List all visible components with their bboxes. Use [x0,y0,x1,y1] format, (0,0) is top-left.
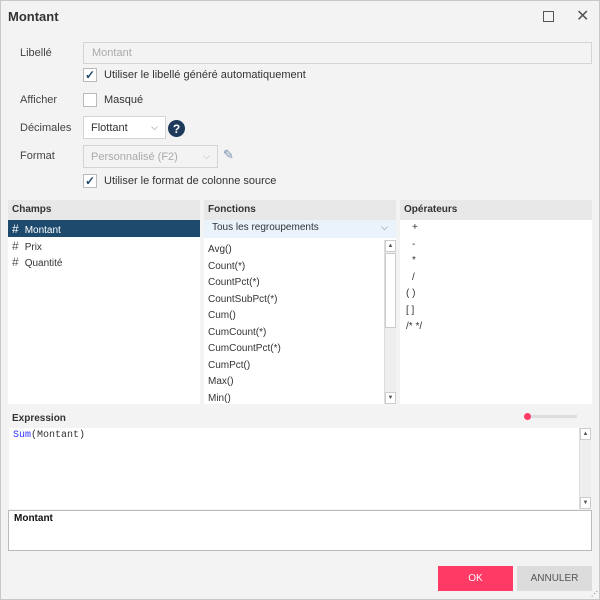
scroll-down-icon[interactable]: ▼ [385,392,396,404]
operators-header: Opérateurs [400,200,592,220]
decimals-select[interactable]: Flottant ⌵ [83,116,166,139]
format-value: Personnalisé (F2) [91,150,178,163]
chevron-down-icon: ⌵ [151,122,158,132]
operator-item[interactable]: /* */ [406,321,423,332]
field-label: Prix [24,241,42,253]
number-icon: # [12,255,19,269]
field-item[interactable]: # Montant [8,220,200,237]
hidden-text: Masqué [104,94,144,106]
zoom-slider[interactable] [528,415,577,418]
function-item[interactable]: CountSubPct(*) [208,293,278,305]
ok-button[interactable]: OK [438,566,513,591]
operator-item[interactable]: [ ] [406,304,415,316]
field-item[interactable]: # Prix [8,237,200,254]
fields-header: Champs [8,200,200,220]
function-item[interactable]: Max() [208,376,234,387]
resize-grip-icon[interactable]: ⋰ [591,591,598,598]
scroll-thumb[interactable] [385,253,396,328]
preview-box: Montant [8,510,592,551]
functions-filter-select[interactable]: Tous les regroupements ⌵ [204,220,396,238]
dialog-title: Montant [8,9,59,24]
decimals-label: Décimales [20,122,72,134]
function-item[interactable]: Count(*) [208,260,246,272]
operator-item[interactable]: + [412,222,418,233]
auto-label-checkbox[interactable]: ✓ [83,68,97,82]
function-item[interactable]: CumCountPct(*) [208,343,281,354]
expression-label: Expression [12,413,66,424]
operator-item[interactable]: * [412,255,416,266]
expression-function: Sum [13,430,32,441]
operator-item[interactable]: - [412,238,416,250]
operator-item[interactable]: / [412,271,415,283]
field-label: Quantité [24,258,63,269]
scroll-up-icon[interactable]: ▲ [580,428,591,440]
auto-label-text: Utiliser le libellé généré automatiqueme… [104,69,306,81]
function-item[interactable]: CumCount(*) [208,326,267,338]
fields-panel: Champs # Montant # Prix # Quantité [8,200,200,404]
hidden-checkbox[interactable] [83,93,97,107]
field-item[interactable]: # Quantité [8,253,200,270]
close-icon[interactable]: ✕ [576,8,590,25]
expression-args: (Montant) [31,430,86,441]
function-item[interactable]: Avg() [208,244,232,255]
functions-header: Fonctions [204,200,396,220]
decimals-value: Flottant [91,121,128,134]
number-icon: # [12,222,19,236]
cancel-button[interactable]: ANNULER [517,566,592,591]
check-icon: ✓ [84,68,96,82]
operators-list: + - * / ( ) [ ] /* */ [400,220,592,336]
number-icon: # [12,238,19,253]
field-label: Montant [24,225,61,236]
check-icon: ✓ [84,174,96,188]
format-select[interactable]: Personnalisé (F2) ⌵ [83,145,218,168]
function-item[interactable]: Cum() [208,310,236,321]
label-input[interactable]: Montant [83,42,592,64]
expression-scrollbar[interactable]: ▲ ▼ [579,428,591,509]
zoom-slider-handle[interactable] [524,413,531,420]
expression-editor[interactable]: Sum(Montant) ▲ ▼ [9,428,591,509]
label-label: Libellé [20,47,52,59]
function-item[interactable]: CumPct() [208,359,251,371]
functions-list: Avg() Count(*) CountPct(*) CountSubPct(*) Cu… [204,240,384,404]
chevron-down-icon: ⌵ [203,151,210,161]
chevron-down-icon: ⌵ [381,222,388,232]
functions-panel: Fonctions Tous les regroupements ⌵ Avg() C… [204,200,396,404]
function-item[interactable]: CountPct(*) [208,277,260,288]
format-label: Format [20,150,55,162]
show-label: Afficher [20,94,58,106]
function-item[interactable]: Min() [208,392,231,404]
maximize-icon[interactable] [543,11,554,22]
functions-scrollbar[interactable]: ▲ ▼ [384,240,396,404]
pencil-icon[interactable]: ✎ [223,147,234,162]
filter-value: Tous les regroupements [212,222,319,233]
help-icon[interactable]: ? [168,120,185,137]
source-format-text: Utiliser le format de colonne source [104,175,277,187]
operators-panel: Opérateurs + - * / ( ) [ ] /* */ [400,200,592,404]
scroll-up-icon[interactable]: ▲ [385,240,396,252]
source-format-checkbox[interactable]: ✓ [83,174,97,188]
scroll-down-icon[interactable]: ▼ [580,497,591,509]
operator-item[interactable]: ( ) [406,288,416,299]
